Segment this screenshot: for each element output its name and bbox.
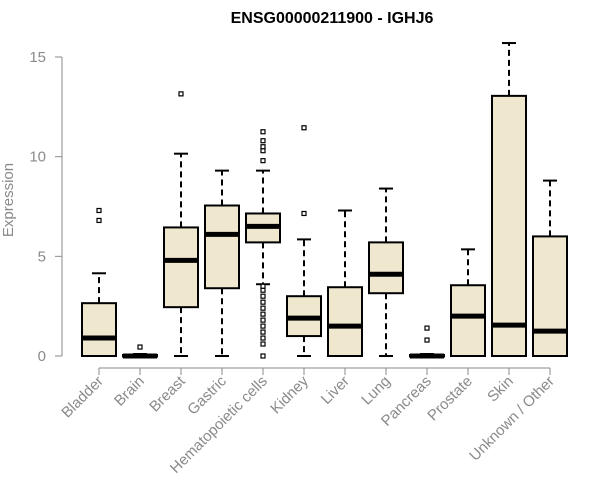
x-tick-label: Bladder [58, 373, 107, 422]
box-iqr [450, 284, 486, 357]
y-axis: 0 5 10 15 [29, 49, 63, 365]
box-prostate [450, 248, 486, 357]
outlier-point [301, 210, 307, 217]
box-iqr [81, 302, 117, 357]
outlier-point [424, 337, 430, 343]
x-tick-label: Prostate [424, 373, 476, 425]
outlier-point [260, 329, 266, 335]
box-iqr [368, 241, 404, 295]
outlier-point [96, 207, 102, 214]
outlier-point [260, 323, 266, 329]
x-tick-label: Breast [146, 372, 189, 415]
box-kidney [286, 125, 322, 357]
box-hematopoietic-cells [245, 129, 281, 359]
outlier-point [260, 283, 266, 289]
outlier-point [260, 293, 266, 299]
box-iqr [163, 226, 199, 309]
y-tick-label: 0 [38, 348, 46, 365]
outlier-point [260, 158, 266, 164]
box-iqr [327, 286, 363, 358]
box-lung [368, 187, 404, 357]
box-iqr [532, 235, 568, 357]
outlier-point [301, 125, 307, 131]
box-iqr [491, 94, 527, 358]
outlier-point [260, 299, 266, 305]
outlier-point [260, 317, 266, 323]
outlier-point [137, 344, 143, 350]
x-tick-label: Liver [318, 373, 353, 408]
boxes-group [81, 42, 568, 359]
box-breast [163, 91, 199, 357]
y-tick-label: 10 [29, 149, 46, 166]
box-gastric [204, 169, 240, 357]
box-brain [122, 344, 158, 359]
outlier-point [178, 91, 184, 97]
outlier-point [260, 353, 266, 359]
chart-title: ENSG00000211900 - IGHJ6 [231, 10, 434, 27]
box-skin [491, 42, 527, 358]
box-bladder [81, 207, 117, 357]
outlier-point [260, 341, 266, 347]
outlier-point [260, 335, 266, 341]
outlier-point [260, 129, 266, 135]
outlier-point [260, 144, 266, 150]
outlier-point [96, 217, 102, 224]
x-tick-label: Skin [484, 373, 517, 406]
box-unknown-other [532, 179, 568, 357]
box-liver [327, 209, 363, 358]
box-pancreas [409, 325, 445, 359]
outlier-point [260, 305, 266, 311]
box-iqr [204, 204, 240, 290]
x-tick-label: Kidney [267, 372, 312, 417]
outlier-point [260, 138, 266, 144]
x-tick-label: Lung [358, 373, 394, 409]
outlier-point [424, 325, 430, 331]
x-tick-label: Brain [111, 373, 148, 410]
outlier-point [260, 311, 266, 317]
y-tick-label: 15 [29, 49, 46, 66]
y-tick-label: 5 [38, 248, 46, 265]
y-axis-label: Expression [0, 163, 17, 237]
